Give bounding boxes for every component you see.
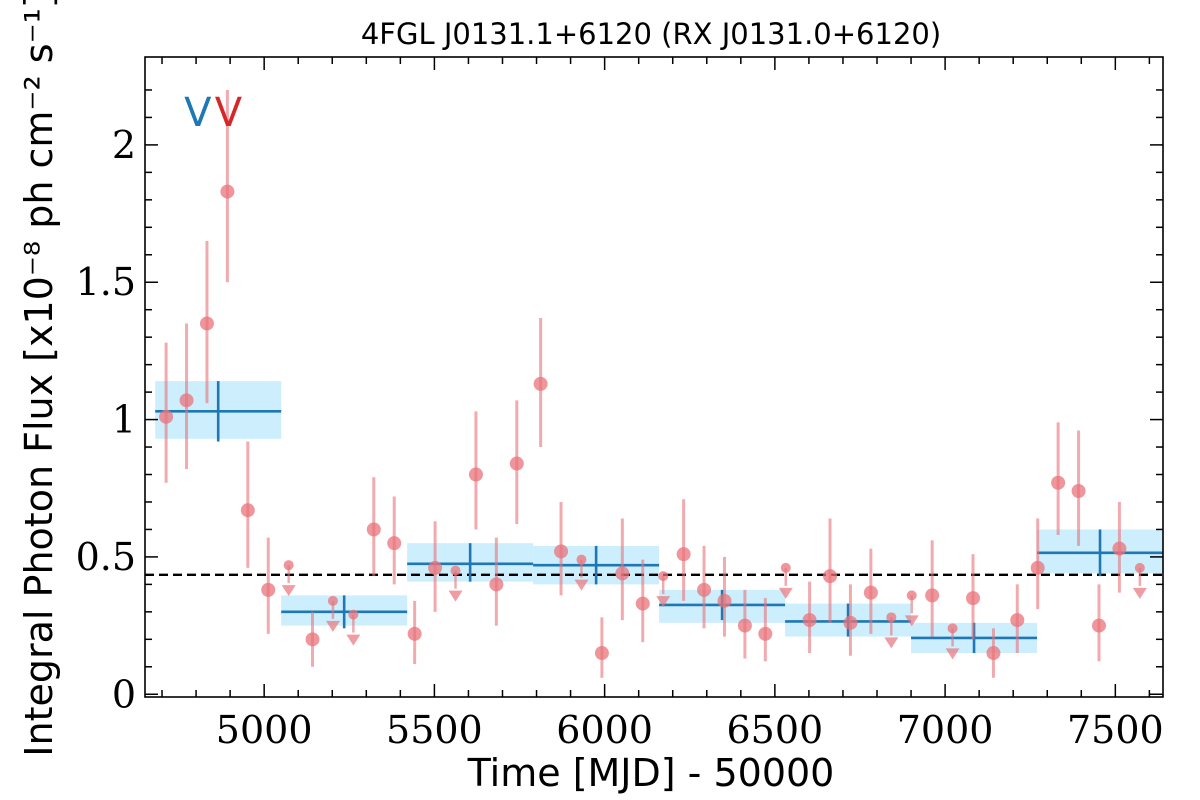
upper-limit-arrow <box>656 596 671 608</box>
detection-point <box>1030 560 1045 575</box>
chart-title: 4FGL J0131.1+6120 (RX J0131.0+6120) <box>361 17 941 51</box>
detection-point <box>802 613 817 628</box>
detection-point <box>554 544 569 559</box>
detection-point <box>925 588 940 603</box>
detection-point <box>717 593 732 608</box>
detection-point <box>428 560 443 575</box>
detection-point <box>966 591 981 606</box>
detection-point <box>468 467 483 482</box>
x-tick-label: 7000 <box>897 708 994 752</box>
detection-point <box>387 536 402 551</box>
upper-limit-arrow <box>448 590 463 602</box>
detection-point <box>1071 483 1086 498</box>
y-tick-label: 1 <box>112 398 136 442</box>
detection-point <box>863 585 878 600</box>
detection-point <box>240 503 255 518</box>
upper-limit-arrow <box>574 579 589 591</box>
y-tick-label: 0.5 <box>76 535 136 579</box>
upper-limit-arrow <box>1132 587 1147 599</box>
detection-point <box>737 618 752 633</box>
detection-point <box>199 316 214 331</box>
x-tick-label: 6000 <box>556 708 653 752</box>
x-tick-label: 5000 <box>216 708 313 752</box>
upper-limit-arrow <box>325 620 340 632</box>
detection-point <box>366 522 381 537</box>
detection-point <box>220 184 235 199</box>
detection-point <box>489 577 504 592</box>
detection-point <box>843 615 858 630</box>
detection-point <box>1112 541 1127 556</box>
upper-limit-arrow <box>904 615 919 627</box>
x-tick-label: 5500 <box>386 708 483 752</box>
y-tick-label: 2 <box>112 123 136 167</box>
y-tick-label: 1.5 <box>76 260 136 304</box>
upper-limit-arrow <box>281 585 296 597</box>
detection-point <box>1091 618 1106 633</box>
detection-point <box>635 596 650 611</box>
plot-area: V V 5000 5500 6000 6500 7000 7500 0 0.5 1 1.5 2 <box>76 57 1164 752</box>
detection-point <box>615 566 630 581</box>
detection-point <box>159 409 174 424</box>
detection-point <box>1010 613 1025 628</box>
detection-point <box>533 376 548 391</box>
upper-limit-arrow <box>884 637 899 649</box>
detection-point <box>676 547 691 562</box>
y-axis-label: Integral Photon Flux [x10⁻⁸ ph cm⁻² s⁻¹] <box>17 0 61 757</box>
detection-point <box>986 646 1001 661</box>
x-tick-label: 7500 <box>1067 708 1164 752</box>
detection-point <box>509 456 524 471</box>
upper-limit-arrow <box>346 634 361 646</box>
upper-limit-arrow <box>778 587 793 599</box>
x-tick-label: 6500 <box>727 708 824 752</box>
detection-point <box>1051 475 1066 490</box>
marker-label-2: V <box>215 90 243 136</box>
detection-point <box>823 569 838 584</box>
marker-label-1: V <box>184 90 212 136</box>
detection-point <box>594 646 609 661</box>
detection-point <box>758 626 773 641</box>
plot-frame <box>144 56 1164 698</box>
y-tick-label: 0 <box>112 672 136 716</box>
upper-limit-arrow <box>945 648 960 660</box>
detection-point <box>261 582 276 597</box>
detection-point <box>179 393 194 408</box>
detection-point <box>305 632 320 647</box>
x-axis-label: Time [MJD] - 50000 <box>467 751 835 795</box>
detection-point <box>697 582 712 597</box>
detection-point <box>407 626 422 641</box>
